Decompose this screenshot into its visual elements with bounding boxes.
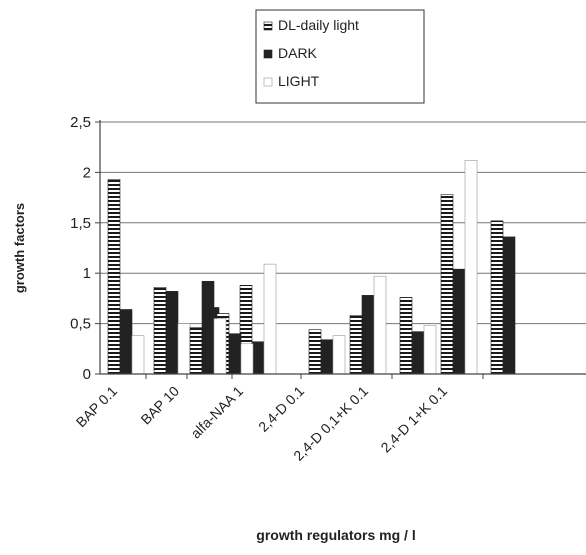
bar-extra-dark — [201, 280, 215, 375]
bar-extra-light — [373, 275, 387, 375]
bar-extra-dl-daily-light — [349, 315, 363, 375]
bar-dark — [119, 309, 133, 375]
legend: DL-daily light DARK LIGHT — [255, 9, 425, 104]
y-axis-label: growth factors — [12, 203, 27, 293]
x-category-label: BAP 10 — [137, 383, 182, 428]
axes — [99, 120, 586, 379]
bar-extra-dark — [361, 295, 375, 375]
x-category-labels: BAP 0.1 BAP 10 alfa-NAA 1 2,4-D 0.12,4-D 0,… — [73, 383, 451, 464]
bar-extra-dark — [228, 333, 242, 375]
bar-dark — [502, 236, 516, 375]
bar-extra-light — [464, 160, 478, 375]
bar-dark — [320, 339, 334, 375]
bar-dark — [411, 331, 425, 375]
y-tick-label: 2,5 — [70, 114, 91, 131]
x-category-label: BAP 0.1 — [73, 383, 121, 431]
bar-light — [131, 335, 145, 375]
y-tick-label: 2 — [83, 164, 91, 181]
bar-light — [177, 323, 191, 375]
legend-box — [255, 9, 425, 104]
bar-light — [332, 335, 346, 375]
x-category-label: 2,4-D 1+K 0.1 — [377, 383, 450, 456]
bar-dl-daily-light — [153, 287, 167, 375]
bar-dark — [165, 291, 179, 375]
bar-dark — [251, 341, 265, 375]
bar-extra-light — [213, 318, 227, 375]
x-category-label: alfa-NAA 1 — [187, 383, 246, 442]
bar-extra-light — [240, 343, 254, 375]
legend-swatch — [263, 77, 273, 87]
bars — [107, 160, 516, 375]
bar-light — [423, 325, 437, 375]
bar-dl-daily-light — [107, 179, 121, 375]
bar-extra-dl-daily-light — [440, 194, 454, 375]
y-tick-labels: 0 0,5 1 1,5 2 2,5 — [70, 114, 100, 383]
x-category-label: 2,4-D 0.1 — [255, 383, 307, 435]
bar-dl-daily-light — [308, 329, 322, 375]
bar-extra-dark — [452, 268, 466, 375]
y-tick-label: 0 — [83, 366, 91, 383]
legend-label: DARK — [278, 45, 318, 61]
x-axis-label: growth regulators mg / l — [256, 527, 415, 543]
legend-swatch — [263, 49, 273, 59]
y-tick-label: 1 — [83, 265, 91, 282]
bar-extra-dl-daily-light — [189, 327, 203, 375]
y-tick-label: 1,5 — [70, 215, 91, 232]
bar-dl-daily-light — [399, 297, 413, 375]
y-tick-label: 0,5 — [70, 316, 91, 333]
legend-label: LIGHT — [278, 73, 320, 89]
bar-light — [263, 263, 277, 375]
legend-label: DL-daily light — [278, 17, 359, 33]
bar-dl-daily-light — [490, 220, 504, 375]
legend-swatch — [263, 21, 273, 31]
